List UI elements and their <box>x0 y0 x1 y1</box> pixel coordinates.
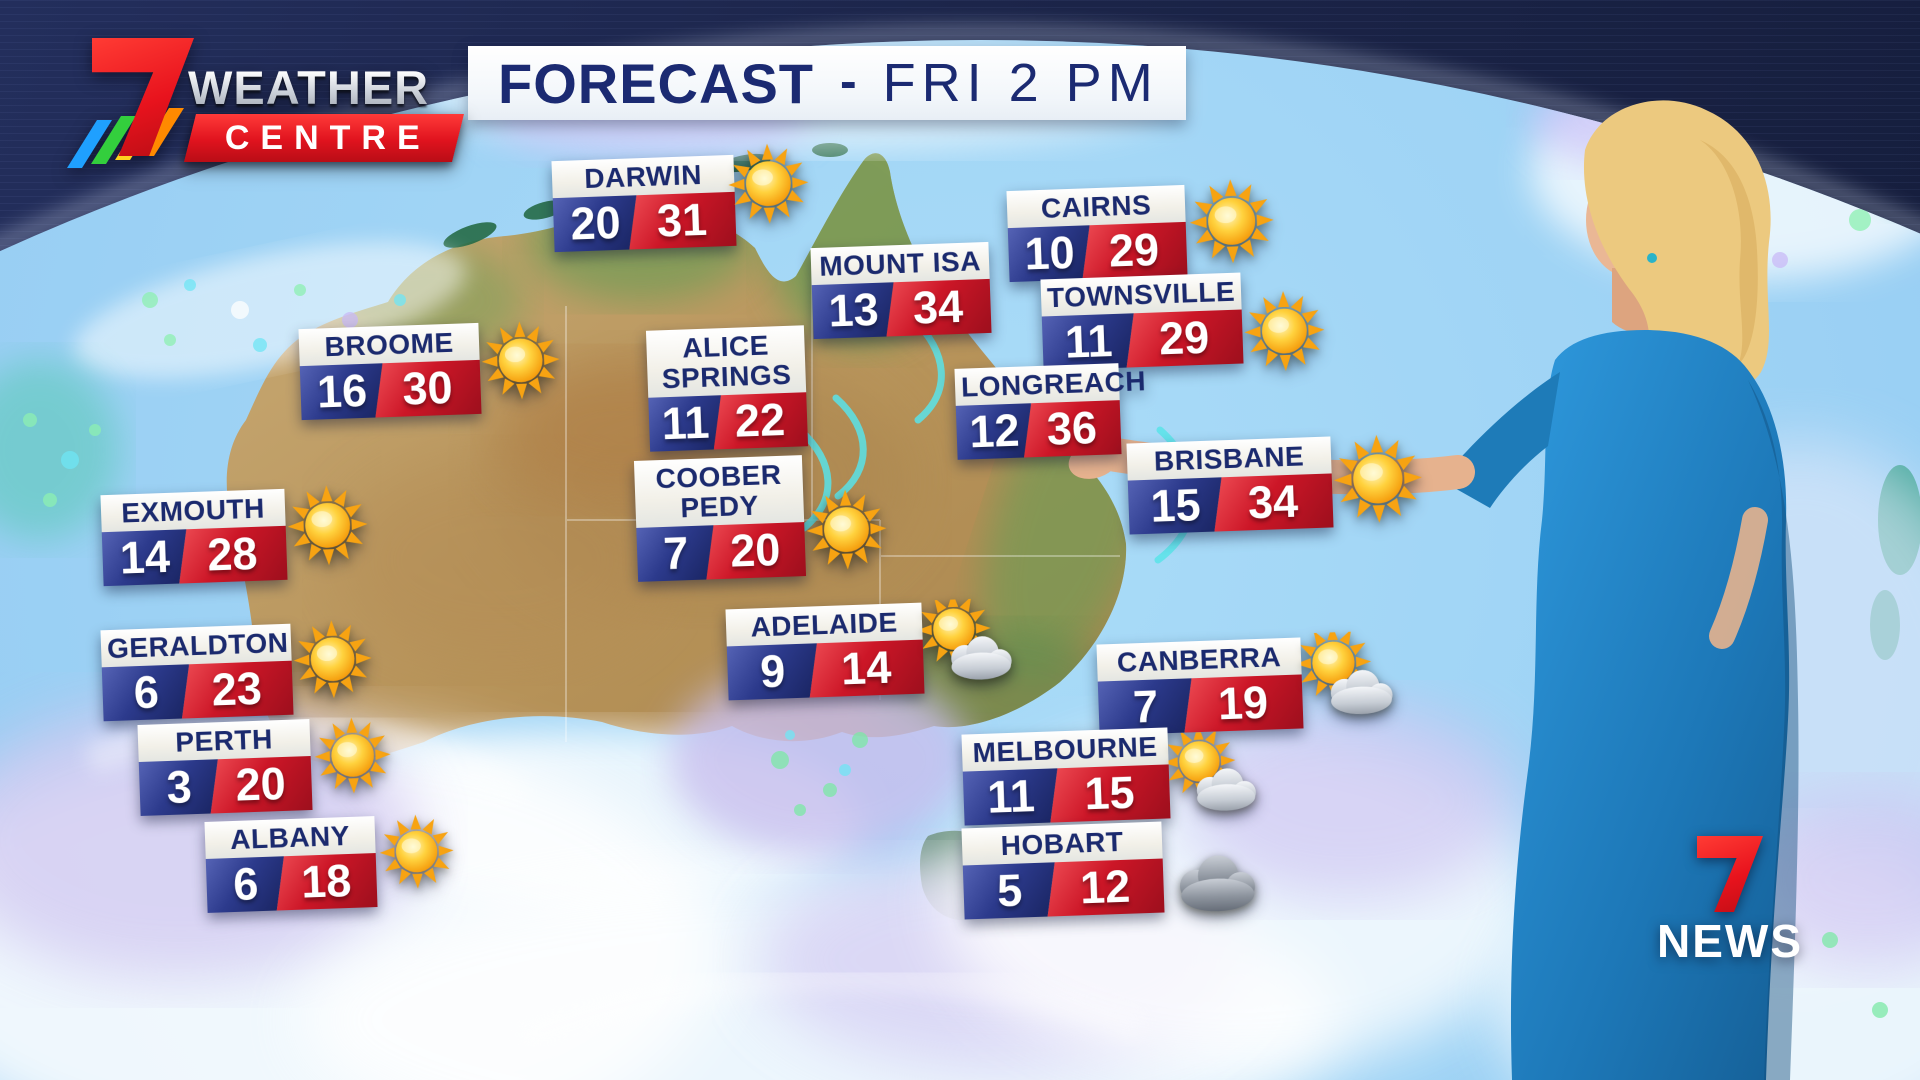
min-temp: 6 <box>206 856 286 913</box>
city-canberra: CANBERRA 7 19 <box>1096 637 1303 735</box>
max-temp: 31 <box>627 192 736 250</box>
city-broome: BROOME 16 30 <box>298 323 481 420</box>
min-temp: 9 <box>727 643 819 700</box>
sun-icon <box>805 488 888 571</box>
sun-icon <box>286 484 369 567</box>
min-temp: 15 <box>1128 477 1224 534</box>
max-temp: 23 <box>180 661 293 719</box>
max-temp: 15 <box>1048 764 1170 822</box>
presenter-hair-shade <box>1700 140 1758 365</box>
min-temp: 11 <box>1042 313 1136 370</box>
forecast-title: FORECAST <box>498 51 814 115</box>
min-temp: 3 <box>139 759 220 816</box>
logo-weather-text: WEATHER <box>188 61 430 114</box>
max-temp: 36 <box>1022 400 1121 457</box>
max-temp: 28 <box>177 526 287 584</box>
globe-horizon <box>0 29 1920 251</box>
forecast-datetime: FRI 2 PM <box>882 53 1159 113</box>
min-temp: 7 <box>636 525 715 582</box>
weather-centre-logo: WEATHER CENTRE <box>67 36 472 186</box>
min-temp: 6 <box>102 664 191 721</box>
sun-cloud-icon <box>921 597 1014 690</box>
city-name: ALBANY <box>204 816 376 859</box>
cloud-icon <box>1164 828 1263 927</box>
city-exmouth: EXMOUTH 14 28 <box>100 489 287 586</box>
max-temp: 14 <box>808 640 925 698</box>
min-temp: 13 <box>812 282 896 339</box>
forecast-banner: FORECAST - FRI 2 PM <box>468 46 1186 120</box>
city-perth: PERTH 3 20 <box>137 719 312 816</box>
min-temp: 14 <box>102 529 188 586</box>
city-albany: ALBANY 6 18 <box>204 816 377 913</box>
city-name: DARWIN <box>551 154 735 199</box>
city-townsville: TOWNSVILLE 11 29 <box>1040 272 1244 371</box>
presenter-other-arm <box>1709 507 1768 649</box>
sun-icon <box>378 813 455 890</box>
city-longreach: LONGREACH 12 36 <box>954 363 1146 460</box>
max-temp: 29 <box>1125 310 1244 368</box>
city-name: EXMOUTH <box>100 488 286 533</box>
seven-news-logo: NEWS <box>1640 836 1820 968</box>
max-temp: 20 <box>209 756 313 814</box>
sun-icon <box>313 716 392 795</box>
sun-cloud-icon <box>1300 630 1395 725</box>
city-coober-pedy: COOBER PEDY 7 20 <box>633 455 807 582</box>
forecast-separator: - <box>840 53 857 109</box>
city-adelaide: ADELAIDE 9 14 <box>725 603 924 701</box>
city-name: BROOME <box>298 322 480 367</box>
sun-icon <box>1188 178 1275 265</box>
city-melbourne: MELBOURNE 11 15 <box>961 727 1170 825</box>
max-temp: 30 <box>374 360 482 418</box>
max-temp: 29 <box>1081 222 1188 280</box>
city-name: ALICE SPRINGS <box>645 325 807 398</box>
max-temp: 34 <box>885 279 992 337</box>
min-temp: 11 <box>648 395 723 452</box>
city-brisbane: BRISBANE 15 34 <box>1126 436 1333 534</box>
seven-news-text: NEWS <box>1657 915 1803 967</box>
min-temp: 11 <box>963 768 1060 825</box>
min-temp: 10 <box>1008 225 1092 282</box>
city-name: COOBER PEDY <box>633 455 805 528</box>
min-temp: 12 <box>956 403 1033 460</box>
min-temp: 5 <box>963 862 1057 919</box>
min-temp: 7 <box>1098 678 1194 735</box>
max-temp: 12 <box>1046 859 1165 917</box>
sun-icon <box>292 619 373 700</box>
presenter-hair <box>1583 100 1771 391</box>
logo-centre-text: CENTRE <box>225 118 431 157</box>
city-geraldton: GERALDTON 6 23 <box>100 624 293 722</box>
presenter-dress-shade <box>1748 380 1799 1080</box>
seven-news-icon <box>1697 836 1763 912</box>
sun-icon <box>480 320 561 401</box>
max-temp: 18 <box>275 853 378 910</box>
max-temp: 34 <box>1213 473 1334 531</box>
sun-icon <box>1332 433 1423 524</box>
city-darwin: DARWIN 20 31 <box>551 155 736 252</box>
min-temp: 16 <box>300 363 385 420</box>
city-mount-isa: MOUNT ISA 13 34 <box>810 241 992 339</box>
city-alice-springs: ALICE SPRINGS 11 22 <box>645 325 808 452</box>
city-name: LONGREACH <box>954 363 1146 406</box>
presenter-dress <box>1510 330 1790 1080</box>
earring <box>1647 253 1657 263</box>
sun-icon <box>1243 290 1326 373</box>
max-temp: 22 <box>712 392 808 449</box>
logo-centre-banner: CENTRE <box>184 114 464 162</box>
sun-cloud-icon <box>1168 730 1259 821</box>
min-temp: 20 <box>553 195 639 252</box>
max-temp: 19 <box>1183 674 1304 732</box>
sun-icon <box>727 142 810 225</box>
max-temp: 20 <box>705 522 807 579</box>
city-cairns: CAIRNS 10 29 <box>1006 185 1187 282</box>
city-name: CAIRNS <box>1006 184 1186 229</box>
city-hobart: HOBART 5 12 <box>961 821 1165 920</box>
city-name: MOUNT ISA <box>810 241 990 286</box>
city-name: PERTH <box>137 719 311 763</box>
